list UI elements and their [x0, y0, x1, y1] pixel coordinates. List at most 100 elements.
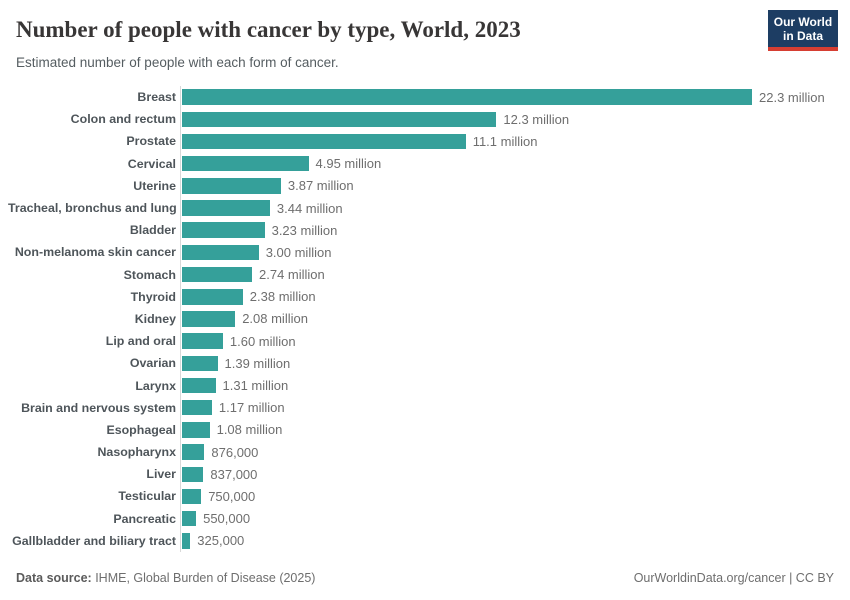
value-label: 1.39 million: [224, 355, 291, 371]
bar[interactable]: [182, 399, 212, 416]
bar-track: 2.74 million: [180, 263, 840, 286]
bar-track: 550,000: [180, 507, 840, 530]
bar[interactable]: [182, 466, 204, 483]
category-label: Stomach: [123, 267, 176, 282]
bar[interactable]: [182, 89, 752, 105]
bar-row: Nasopharynx 876,000: [8, 441, 840, 464]
value-label: 2.74 million: [259, 267, 325, 283]
data-source-note: Data source: IHME, Global Burden of Dise…: [16, 571, 315, 585]
bar-track: 1.08 million: [180, 418, 840, 441]
category-label: Thyroid: [130, 289, 176, 304]
bar-row: Larynx 1.31 million: [8, 374, 840, 397]
data-source-label: Data source:: [16, 571, 92, 585]
value-label: 3.87 million: [287, 178, 354, 194]
bar-track: 3.00 million: [180, 241, 840, 264]
bar-track: 1.39 million: [180, 352, 840, 375]
bar[interactable]: [182, 266, 252, 283]
category-label: Cervical: [127, 156, 176, 171]
bar-track: 11.1 million: [180, 130, 840, 153]
bar-track: 3.87 million: [180, 174, 840, 197]
bar-track: 750,000: [180, 485, 840, 508]
bar-row: Uterine 3.87 million: [8, 174, 840, 197]
bar[interactable]: [182, 289, 243, 305]
bar[interactable]: [182, 200, 270, 216]
bar[interactable]: [182, 444, 205, 460]
bar-row: Breast 22.3 million: [8, 86, 840, 109]
owid-logo-box: Our World in Data: [768, 10, 838, 51]
value-label: 3.44 million: [276, 200, 343, 216]
bar-track: 1.31 million: [180, 374, 840, 397]
bar-chart: Breast 22.3 million Colon and rectum 12.3 m…: [8, 86, 840, 552]
bar-track: 1.60 million: [180, 330, 840, 353]
value-label: 750,000: [208, 488, 256, 504]
bar[interactable]: [182, 311, 236, 327]
chart-subtitle: Estimated number of people with each for…: [16, 54, 339, 70]
bar-track: 22.3 million: [180, 86, 840, 109]
bar-track: 3.44 million: [180, 196, 840, 220]
credit-note: OurWorldinData.org/cancer | CC BY: [633, 571, 834, 585]
chart-header: Number of people with cancer by type, Wo…: [16, 16, 750, 71]
bar[interactable]: [182, 333, 223, 349]
bar-track: 837,000: [180, 463, 840, 486]
bar-track: 12.3 million: [180, 108, 840, 131]
category-label: Nasopharynx: [97, 445, 176, 460]
category-label: Uterine: [133, 178, 176, 193]
bar-row: Tracheal, bronchus and lung 3.44 million: [8, 196, 840, 220]
category-label: Lip and oral: [105, 334, 176, 349]
bar-track: 876,000: [180, 441, 840, 464]
bar[interactable]: [182, 488, 202, 505]
bar-row: Testicular 750,000: [8, 485, 840, 508]
value-label: 325,000: [197, 533, 245, 549]
bar-row: Liver 837,000: [8, 463, 840, 486]
bar[interactable]: [182, 111, 497, 128]
bar[interactable]: [182, 377, 216, 394]
data-source-text: IHME, Global Burden of Disease (2025): [91, 571, 316, 585]
bar[interactable]: [182, 178, 281, 194]
owid-logo-line1: Our World: [773, 15, 833, 29]
category-label: Larynx: [135, 378, 176, 393]
bar-track: 3.23 million: [180, 219, 840, 242]
category-label: Non-melanoma skin cancer: [14, 245, 176, 260]
bar-row: Non-melanoma skin cancer 3.00 million: [8, 241, 840, 264]
bar[interactable]: [182, 222, 265, 238]
value-label: 876,000: [211, 444, 259, 460]
category-label: Pancreatic: [113, 511, 176, 526]
bar[interactable]: [182, 155, 309, 172]
value-label: 1.08 million: [216, 422, 283, 438]
bar[interactable]: [182, 533, 191, 549]
category-label: Bladder: [129, 223, 176, 238]
bar-row: Esophageal 1.08 million: [8, 418, 840, 441]
bar[interactable]: [182, 244, 259, 261]
bar[interactable]: [182, 133, 466, 150]
category-label: Tracheal, bronchus and lung: [8, 201, 177, 216]
bar-row: Pancreatic 550,000: [8, 507, 840, 530]
owid-logo: Our World in Data: [768, 10, 838, 51]
bar-row: Stomach 2.74 million: [8, 263, 840, 286]
bar-track: 2.38 million: [180, 285, 840, 308]
value-label: 837,000: [210, 466, 258, 482]
value-label: 22.3 million: [759, 89, 825, 105]
value-label: 2.08 million: [242, 311, 308, 327]
bar[interactable]: [182, 355, 218, 372]
value-label: 3.23 million: [271, 222, 338, 238]
bar-row: Ovarian 1.39 million: [8, 352, 840, 375]
category-label: Esophageal: [106, 422, 176, 437]
bar-track: 325,000: [180, 529, 840, 552]
value-label: 550,000: [203, 511, 251, 527]
value-label: 2.38 million: [249, 289, 316, 305]
chart-title: Number of people with cancer by type, Wo…: [16, 17, 521, 42]
value-label: 4.95 million: [315, 156, 382, 172]
bar-track: 1.17 million: [180, 396, 840, 419]
bar-track: 4.95 million: [180, 152, 840, 175]
bar-row: Lip and oral 1.60 million: [8, 330, 840, 353]
value-label: 11.1 million: [472, 133, 538, 149]
category-label: Testicular: [118, 489, 176, 504]
category-label: Kidney: [134, 311, 176, 326]
bar-row: Kidney 2.08 million: [8, 307, 840, 331]
category-label: Prostate: [126, 134, 176, 149]
bar[interactable]: [182, 422, 210, 438]
category-label: Ovarian: [129, 356, 176, 371]
bar[interactable]: [182, 510, 197, 527]
bar-row: Prostate 11.1 million: [8, 130, 840, 153]
